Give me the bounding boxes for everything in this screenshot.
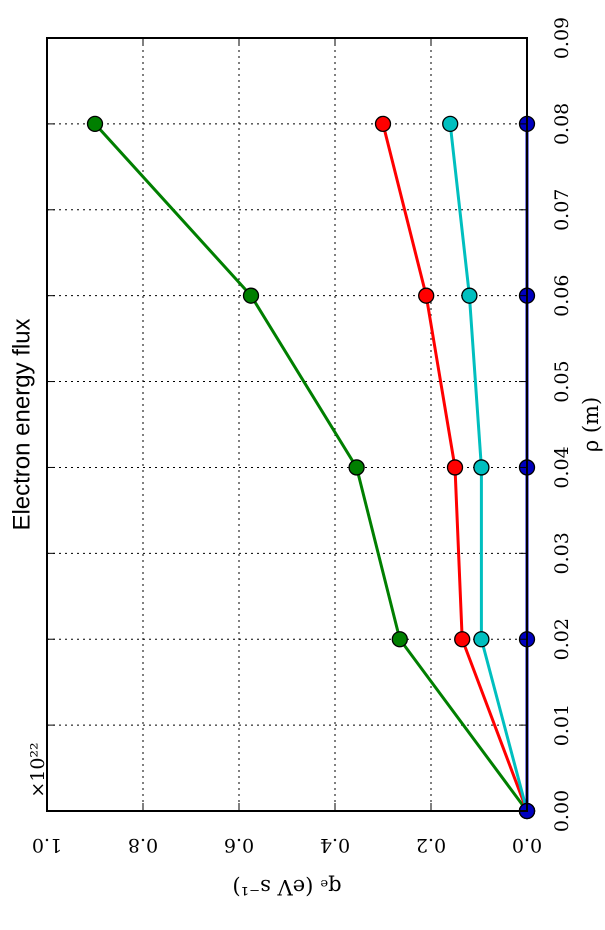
data-point: [391, 631, 408, 648]
data-point: [348, 459, 365, 476]
x-tick-label: 0.00: [551, 790, 573, 832]
y-axis-label: qₑ (eV s⁻¹): [232, 875, 341, 899]
x-axis-label: ρ (m): [579, 397, 603, 452]
x-tick-label: 0.08: [551, 103, 573, 145]
data-point: [242, 287, 260, 304]
data-point: [446, 459, 464, 476]
x-tick-label: 0.09: [551, 17, 573, 59]
x-tick-label: 0.06: [551, 275, 573, 317]
y-tick-label: 0.8: [128, 834, 158, 856]
x-tick-label: 0.01: [551, 704, 573, 746]
y-tick-label: 0.4: [320, 834, 350, 856]
data-point: [418, 287, 435, 304]
x-tick-label: 0.05: [551, 360, 573, 402]
data-point: [374, 115, 392, 133]
data-point: [86, 115, 104, 133]
x-tick-label: 0.04: [551, 446, 573, 488]
data-point: [461, 287, 478, 304]
ticks: [46, 37, 528, 812]
x-tick-label: 0.07: [551, 189, 573, 231]
data-point: [473, 631, 490, 648]
y-multiplier-label: ×10²²: [27, 742, 49, 797]
plot-frame: [46, 37, 528, 812]
y-tick-label: 1.0: [32, 834, 62, 856]
data-point: [473, 459, 490, 476]
x-tick-label: 0.02: [551, 618, 573, 660]
y-tick-label: 0.2: [416, 834, 446, 856]
y-tick-label: 0.6: [224, 834, 254, 856]
tick-labels: 0.00 0.01 0.02 0.03 0.04 0.05 0.06 0.07 0.08 0.09…: [32, 17, 573, 856]
data-point: [442, 115, 459, 133]
data-point: [454, 631, 471, 648]
chart-title: Electron energy flux: [9, 318, 36, 530]
y-tick-label: 0.0: [512, 834, 542, 856]
x-tick-label: 0.03: [551, 532, 573, 574]
